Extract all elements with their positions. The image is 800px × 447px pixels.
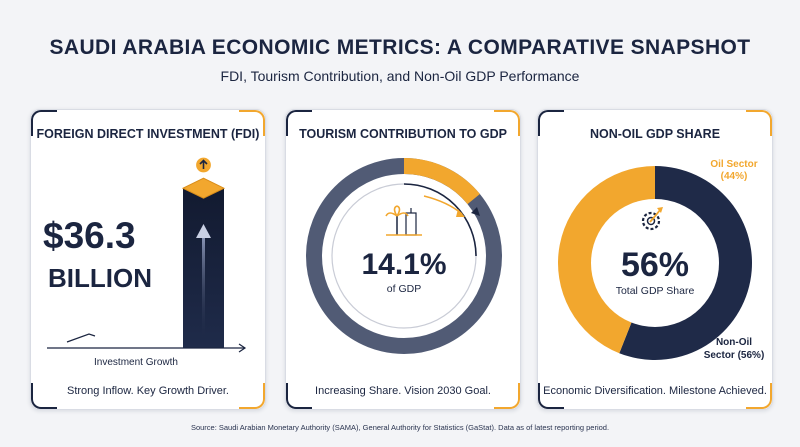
gear-growth-icon — [641, 207, 663, 231]
source-note: Source: Saudi Arabian Monetary Authority… — [190, 423, 610, 432]
nonoil-card: NON-OIL GDP SHARE 56% Total GDP Share Oi… — [537, 109, 773, 410]
corner-accent — [31, 110, 57, 136]
nonoil-value-label: Total GDP Share — [616, 285, 695, 297]
oil-sector-percent: (44%) — [721, 171, 748, 182]
tourism-chart: 14.1% of GDP — [306, 158, 502, 354]
corner-accent — [31, 383, 57, 409]
growth-line — [66, 333, 96, 343]
nonoil-value: 56% — [621, 246, 689, 284]
fdi-card-title: FOREIGN DIRECT INVESTMENT (FDI) — [36, 127, 260, 141]
tourism-card-title: TOURISM CONTRIBUTION TO GDP — [299, 127, 507, 141]
corner-accent — [538, 383, 564, 409]
palm-tree-icon — [385, 205, 422, 236]
nonoil-chart: 56% Total GDP Share Oil Sector (44%) Non… — [558, 159, 765, 361]
corner-accent — [494, 383, 520, 409]
fdi-axis-label: Investment Growth — [94, 357, 178, 368]
tourism-value: 14.1% — [361, 248, 446, 281]
fdi-footer: Strong Inflow. Key Growth Driver. — [66, 385, 229, 397]
corner-accent — [286, 110, 312, 136]
fdi-chart: $36.3 BILLION Investment Growth — [43, 156, 247, 368]
corner-accent — [239, 383, 265, 409]
tourism-footer: Increasing Share. Vision 2030 Goal. — [315, 385, 491, 397]
tourism-ring-share — [403, 158, 480, 205]
corner-accent — [746, 383, 772, 409]
circular-arrow — [403, 183, 477, 257]
oil-sector-label: Oil Sector — [710, 159, 757, 170]
nonoil-sector-label: Non-Oil — [716, 337, 752, 348]
fdi-card: FOREIGN DIRECT INVESTMENT (FDI) — [30, 109, 266, 410]
rising-arrow-icon — [196, 224, 211, 344]
corner-accent — [286, 383, 312, 409]
tourism-value-label: of GDP — [387, 283, 421, 295]
fdi-value: $36.3 — [43, 215, 136, 256]
nonoil-footer: Economic Diversification. Milestone Achi… — [543, 385, 767, 397]
axis-arrow-icon — [238, 343, 247, 353]
fdi-bar-cap — [181, 177, 226, 199]
tourism-card: TOURISM CONTRIBUTION TO GDP 14.1% of GDP… — [285, 109, 521, 410]
corner-accent — [239, 110, 265, 136]
page-title: SAUDI ARABIA ECONOMIC METRICS: A COMPARA… — [49, 36, 751, 59]
corner-accent — [538, 110, 564, 136]
nonoil-card-title: NON-OIL GDP SHARE — [589, 127, 721, 141]
page-subtitle: FDI, Tourism Contribution, and Non-Oil G… — [220, 68, 580, 84]
donut-hole — [591, 199, 719, 327]
arrow-up-icon — [194, 156, 213, 174]
corner-accent — [494, 110, 520, 136]
corner-accent — [746, 110, 772, 136]
nonoil-sector-percent: Sector (56%) — [704, 350, 765, 361]
fdi-unit: BILLION — [48, 263, 152, 293]
growth-arrow-head-icon — [456, 209, 465, 217]
arrow-head-icon — [471, 207, 480, 216]
